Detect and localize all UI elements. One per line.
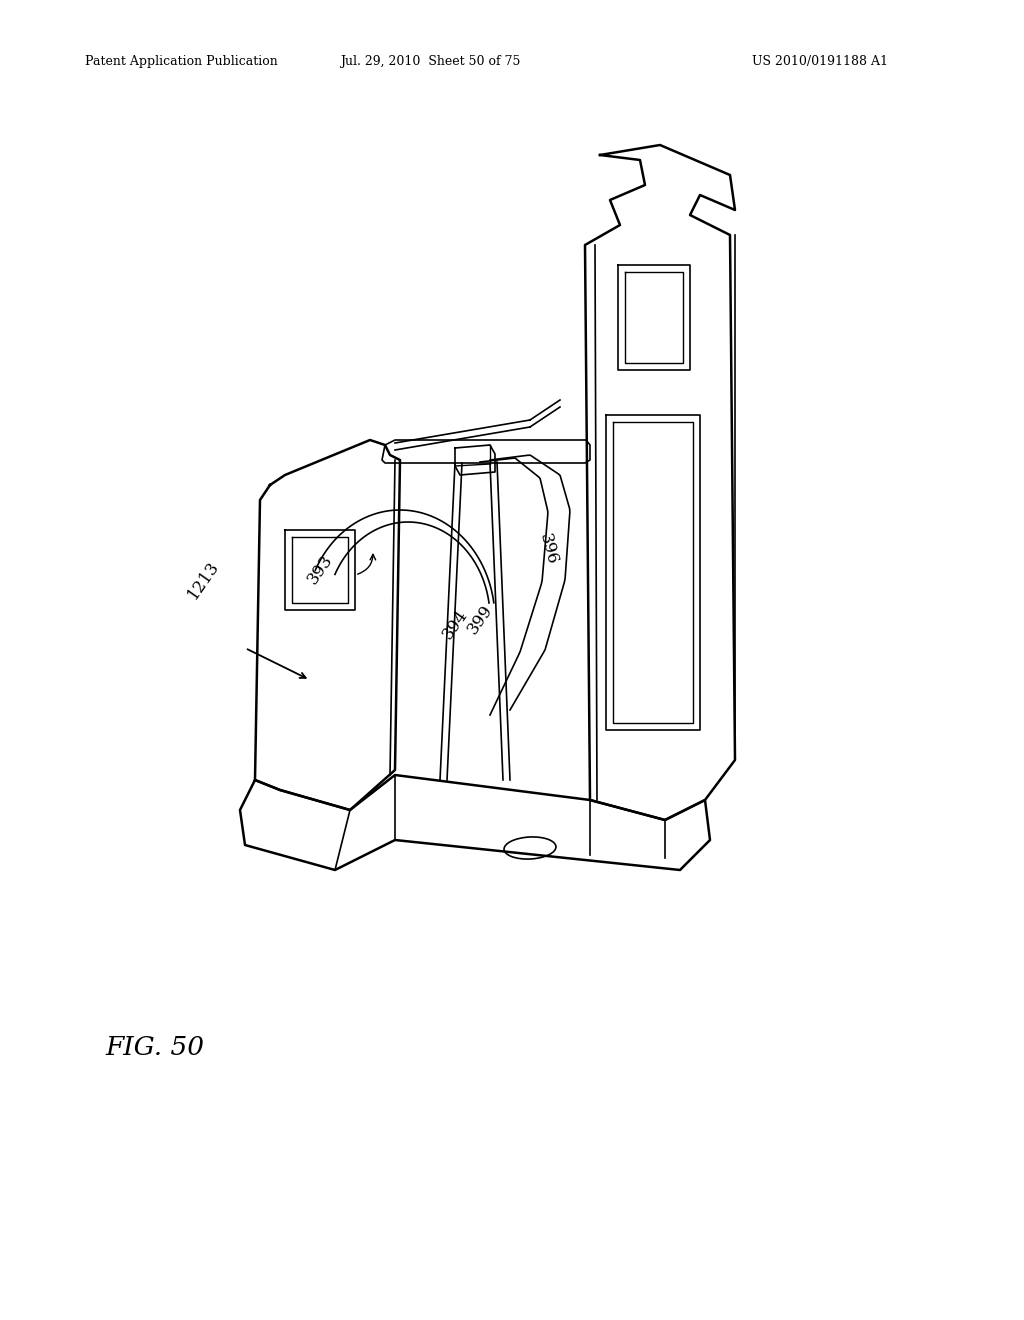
Text: FIG. 50: FIG. 50 [105,1035,204,1060]
Text: 394: 394 [439,606,471,643]
Text: 399: 399 [464,602,497,638]
Text: US 2010/0191188 A1: US 2010/0191188 A1 [752,55,888,69]
Text: 396: 396 [537,532,561,566]
Text: 1213: 1213 [184,558,222,602]
Text: Patent Application Publication: Patent Application Publication [85,55,278,69]
Text: Jul. 29, 2010  Sheet 50 of 75: Jul. 29, 2010 Sheet 50 of 75 [340,55,520,69]
Text: 393: 393 [304,552,337,587]
